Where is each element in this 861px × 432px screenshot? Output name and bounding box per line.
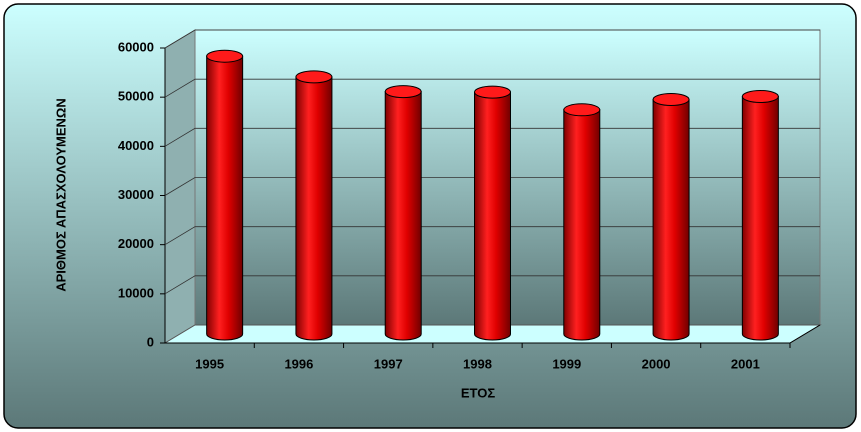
x-tick-label: 1997 [374, 356, 403, 371]
x-tick-label: 1995 [195, 356, 224, 371]
bar-body [295, 76, 333, 341]
bar-body [206, 55, 244, 341]
y-tick-label: 50000 [118, 89, 154, 104]
bar [474, 85, 511, 341]
bar [563, 103, 601, 341]
x-tick-label: 1998 [463, 356, 492, 371]
bar-body [474, 91, 511, 341]
x-tick-label: 1999 [552, 356, 581, 371]
x-tick-label: 2001 [731, 356, 760, 371]
bar-top [741, 90, 779, 104]
bar-top [652, 92, 690, 106]
grid-line [164, 78, 820, 98]
y-tick-label: 10000 [118, 285, 154, 300]
grid-line [164, 29, 820, 49]
x-tick-label: 2000 [642, 356, 671, 371]
x-tick-label: 1996 [284, 356, 313, 371]
y-tick-label: 0 [147, 334, 154, 349]
y-tick-label: 20000 [118, 236, 154, 251]
grid-line [164, 177, 820, 196]
bar-top [474, 85, 511, 99]
bar [206, 49, 244, 341]
bar [741, 90, 779, 341]
grid-line [164, 275, 820, 295]
bar-top [206, 49, 244, 63]
bar-body [652, 98, 690, 341]
y-tick-label: 30000 [118, 187, 154, 202]
bar-body [741, 96, 779, 341]
y-tick-label: 60000 [118, 39, 154, 54]
y-tick-label: 40000 [118, 138, 154, 153]
x-axis-depth [789, 324, 821, 344]
grid-line [164, 127, 820, 147]
bar [384, 85, 422, 341]
bar-top [563, 103, 601, 117]
bar-body [563, 109, 601, 341]
x-axis-label: ΕΤΟΣ [461, 385, 495, 400]
y-axis-label: ΑΡΙΘΜΟΣ ΑΠΑΣΧΟΛΟΥΜΕΝΩΝ [53, 98, 68, 292]
bar [652, 92, 690, 341]
bar-body [384, 91, 422, 341]
bar-top [295, 70, 333, 84]
bar [295, 70, 333, 341]
bar-top [384, 85, 422, 99]
grid-line [164, 226, 820, 246]
